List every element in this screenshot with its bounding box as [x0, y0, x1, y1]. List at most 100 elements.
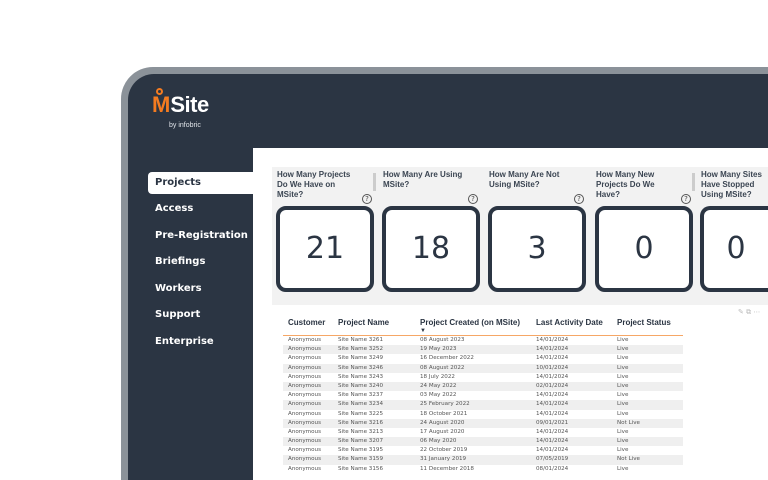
scrollbar[interactable]	[373, 173, 376, 191]
table-row[interactable]: Anonymous Site Name 3225 18 October 2021 14…	[283, 410, 683, 419]
kpi-value: 3	[488, 206, 586, 292]
table-row[interactable]: Anonymous Site Name 3159 31 January 2019 07…	[283, 455, 683, 465]
column-header-label: Project Name	[338, 318, 390, 327]
table-row[interactable]: Anonymous Site Name 3246 08 August 2022 10/…	[283, 363, 683, 373]
sidebar-item-access[interactable]: Access	[155, 203, 194, 214]
sidebar-item-enterprise[interactable]: Enterprise	[155, 335, 214, 347]
table-cell: 06 May 2020	[420, 438, 457, 445]
table-cell: Anonymous	[288, 419, 321, 426]
table-cell: 14/01/2024	[536, 401, 569, 408]
table-cell: Anonymous	[288, 465, 321, 472]
table-cell: Site Name 3234	[338, 401, 384, 408]
table-cell: 11 December 2018	[420, 465, 474, 472]
column-header-label: Customer	[288, 318, 326, 327]
table-row[interactable]: Anonymous Site Name 3252 19 May 2023 14/01/…	[283, 345, 683, 355]
table-cell: Live	[617, 355, 629, 362]
column-header[interactable]: Project Name	[338, 318, 420, 335]
table-cell: 03 May 2022	[420, 392, 457, 399]
table-cell: Site Name 3216	[338, 419, 384, 426]
table-row[interactable]: Anonymous Site Name 3237 03 May 2022 14/01/…	[283, 391, 683, 400]
kpi-title: How Many New Projects Do We Have?	[596, 170, 655, 199]
table-cell: 14/01/2024	[536, 337, 569, 343]
column-header[interactable]: Project Created (on MSite) ▼	[420, 318, 536, 335]
table-row[interactable]: Anonymous Site Name 3249 16 December 2022 1…	[283, 354, 683, 363]
help-icon[interactable]: ?	[468, 194, 478, 204]
table-cell: 14/01/2024	[536, 355, 569, 362]
kpi-card: How Many Are Not Using MSite?? 3	[484, 170, 588, 300]
column-header[interactable]: Project Status	[617, 318, 683, 335]
table-cell: Live	[617, 465, 629, 472]
table-cell: Site Name 3213	[338, 428, 384, 435]
table-cell: Not Live	[617, 419, 641, 426]
table-cell: Live	[617, 346, 629, 353]
table-cell: 25 February 2022	[420, 401, 470, 408]
table-cell: 22 October 2019	[420, 447, 468, 454]
table-row[interactable]: Anonymous Site Name 3243 18 July 2022 14/01…	[283, 373, 683, 382]
table-row[interactable]: Anonymous Site Name 3216 24 August 2020 09/…	[283, 418, 683, 428]
column-header[interactable]: Customer	[283, 318, 338, 335]
table-cell: Not Live	[617, 456, 641, 463]
table-row[interactable]: Anonymous Site Name 3234 25 February 2022 1…	[283, 400, 683, 410]
table-cell: 02/01/2024	[536, 382, 569, 389]
table-row[interactable]: Anonymous Site Name 3213 17 August 2020 14/…	[283, 428, 683, 437]
scrollbar[interactable]	[692, 173, 695, 191]
column-header-label: Project Created (on MSite)	[420, 318, 521, 327]
table-row[interactable]: Anonymous Site Name 3240 24 May 2022 02/01/…	[283, 381, 683, 392]
table-cell: Site Name 3246	[338, 364, 384, 371]
table-cell: Live	[617, 337, 629, 343]
table-cell: Anonymous	[288, 456, 321, 463]
table-cell: Site Name 3156	[338, 465, 384, 472]
logo-ring-icon	[156, 88, 163, 95]
table-cell: 24 May 2022	[420, 382, 457, 389]
table-cell: 14/01/2024	[536, 410, 569, 417]
table-cell: Live	[617, 410, 629, 417]
kpi-card: How Many Sites Have Stopped Using MSite?…	[696, 170, 768, 300]
sidebar-item-projects[interactable]: Projects	[148, 172, 253, 194]
table-row[interactable]: Anonymous Site Name 3156 11 December 2018 0…	[283, 465, 683, 474]
table-cell: Anonymous	[288, 373, 321, 380]
table-cell: 24 August 2020	[420, 419, 465, 426]
help-icon[interactable]: ?	[681, 194, 691, 204]
logo-tagline: by infobric	[169, 122, 201, 129]
table-cell: Anonymous	[288, 438, 321, 445]
table-row[interactable]: Anonymous Site Name 3195 22 October 2019 14…	[283, 446, 683, 455]
table-cell: Site Name 3195	[338, 447, 384, 454]
table-cell: Live	[617, 392, 629, 399]
kpi-title: How Many Are Not Using MSite?	[489, 170, 560, 189]
visual-options-icons[interactable]: ✎ ⧉ ⋯	[738, 308, 761, 316]
kpi-card: How Many New Projects Do We Have?? 0	[591, 170, 695, 300]
table-cell: Anonymous	[288, 337, 321, 343]
table-cell: 31 January 2019	[420, 456, 467, 463]
help-icon[interactable]: ?	[574, 194, 584, 204]
kpi-title: How Many Projects Do We Have on MSite?	[277, 170, 351, 199]
table-cell: 14/01/2024	[536, 447, 569, 454]
sidebar-item-pre-registration[interactable]: Pre-Registration	[155, 229, 248, 241]
table-cell: Site Name 3252	[338, 346, 384, 353]
kpi-value: 0	[595, 206, 693, 292]
kpi-value: 0	[700, 206, 768, 292]
msite-logo: MSite by infobric	[152, 88, 209, 129]
table-cell: 14/01/2024	[536, 428, 569, 435]
kpi-card: How Many Are Using MSite?? 18	[378, 170, 482, 300]
kpi-title: How Many Are Using MSite?	[383, 170, 463, 189]
sidebar-item-support[interactable]: Support	[155, 309, 201, 320]
table-cell: Anonymous	[288, 355, 321, 362]
sidebar-item-briefings[interactable]: Briefings	[155, 256, 206, 267]
table-cell: Anonymous	[288, 410, 321, 417]
table-row[interactable]: Anonymous Site Name 3207 06 May 2020 14/01/…	[283, 437, 683, 447]
table-cell: 14/01/2024	[536, 346, 569, 353]
column-header[interactable]: Last Activity Date	[536, 318, 617, 335]
help-icon[interactable]: ?	[362, 194, 372, 204]
table-row[interactable]: Anonymous Site Name 3261 08 August 2023 14/…	[283, 336, 683, 345]
table-cell: Site Name 3237	[338, 392, 384, 399]
table-cell: 19 May 2023	[420, 346, 457, 353]
table-cell: 09/01/2021	[536, 419, 569, 426]
sort-desc-icon[interactable]: ▼	[420, 328, 426, 334]
table-cell: Live	[617, 438, 629, 445]
table-cell: Live	[617, 401, 629, 408]
table-header: Customer Project Name Project Created (on …	[283, 318, 683, 336]
table-cell: Anonymous	[288, 447, 321, 454]
sidebar-item-workers[interactable]: Workers	[155, 282, 202, 294]
table-cell: 07/05/2019	[536, 456, 569, 463]
table-cell: Site Name 3207	[338, 438, 384, 445]
